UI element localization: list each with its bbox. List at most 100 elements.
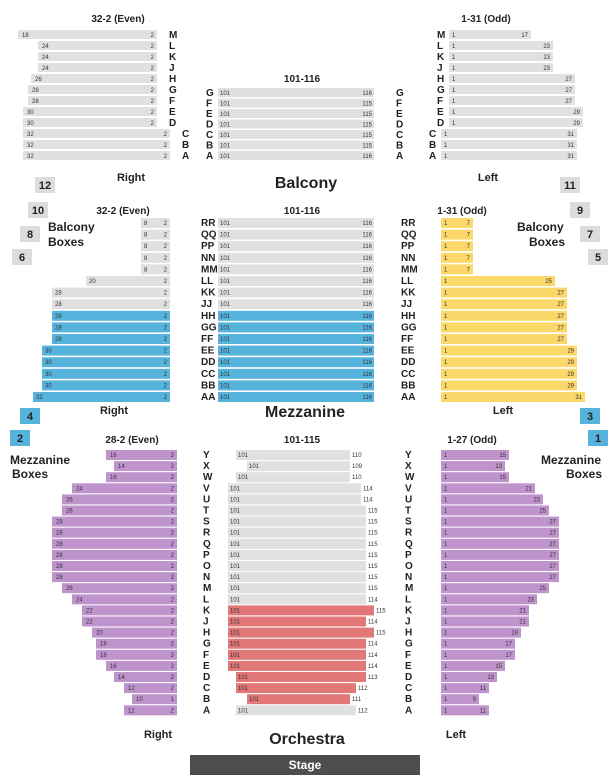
mezz-right-row[interactable] [42, 357, 170, 368]
orch-center-row[interactable] [236, 450, 350, 460]
balcony-left-row[interactable] [441, 151, 577, 160]
box-3[interactable] [580, 408, 600, 424]
balcony-left-row[interactable] [441, 140, 577, 149]
balcony-left-row[interactable] [449, 96, 575, 105]
box-10[interactable] [28, 202, 48, 218]
mezz-center-row[interactable] [218, 276, 374, 286]
mezz-left-row[interactable] [441, 310, 567, 321]
orch-center-row[interactable] [228, 549, 366, 560]
orch-left-row[interactable] [441, 627, 521, 638]
mezz-right-row[interactable] [52, 287, 170, 298]
mezz-left-row[interactable] [441, 368, 577, 379]
orch-left-row[interactable] [441, 472, 509, 483]
box-8[interactable] [20, 226, 40, 242]
balcony-right-row[interactable] [28, 85, 157, 94]
mezz-left-row[interactable] [441, 392, 585, 402]
mezz-center-row[interactable] [218, 345, 374, 356]
orch-left-row[interactable] [441, 672, 497, 682]
orch-center-row[interactable] [228, 505, 366, 516]
mezz-center-row[interactable] [218, 357, 374, 368]
orch-left-row[interactable] [441, 649, 515, 660]
orch-center-row[interactable] [228, 616, 366, 627]
orch-left-row[interactable] [441, 660, 505, 671]
balcony-left-row[interactable] [449, 52, 553, 61]
balcony-right-row[interactable] [23, 107, 157, 116]
box-6[interactable] [12, 249, 32, 265]
orch-center-row[interactable] [228, 561, 366, 571]
orch-right-row[interactable] [92, 627, 177, 638]
mezz-center-row[interactable] [218, 264, 374, 275]
mezz-right-row[interactable] [42, 380, 170, 391]
box-9[interactable] [570, 202, 590, 218]
orch-right-row[interactable] [114, 461, 177, 472]
balcony-left-row[interactable] [449, 85, 575, 94]
orch-center-row[interactable] [228, 483, 361, 494]
mezz-left-row[interactable] [441, 252, 473, 263]
stage[interactable] [190, 755, 420, 775]
mezz-center-row[interactable] [218, 380, 374, 391]
balcony-right-row[interactable] [38, 52, 157, 61]
orch-left-row[interactable] [441, 505, 549, 516]
mezz-left-row[interactable] [441, 322, 567, 333]
orch-left-row[interactable] [441, 461, 505, 472]
orch-left-row[interactable] [441, 638, 515, 649]
balcony-left-row[interactable] [441, 129, 577, 138]
mezz-right-row[interactable] [141, 229, 170, 240]
orch-left-row[interactable] [441, 450, 509, 460]
orch-center-row[interactable] [228, 605, 374, 616]
mezz-right-row[interactable] [141, 241, 170, 252]
orch-right-row[interactable] [114, 672, 177, 682]
orch-right-row[interactable] [62, 583, 177, 594]
mezz-left-row[interactable] [441, 264, 473, 275]
orch-center-row[interactable] [236, 672, 366, 682]
mezz-center-row[interactable] [218, 392, 374, 402]
mezz-center-row[interactable] [218, 252, 374, 263]
mezz-center-row[interactable] [218, 218, 374, 228]
mezz-right-row[interactable] [52, 322, 170, 333]
mezz-right-row[interactable] [42, 368, 170, 379]
orch-left-row[interactable] [441, 705, 489, 716]
orch-left-row[interactable] [441, 494, 543, 505]
balcony-center-row[interactable] [218, 98, 374, 108]
orch-right-row[interactable] [124, 705, 177, 716]
orch-right-row[interactable] [72, 594, 177, 605]
mezz-left-row[interactable] [441, 357, 577, 368]
orch-right-row[interactable] [72, 483, 177, 494]
orch-left-row[interactable] [441, 694, 479, 705]
orch-center-row[interactable] [228, 538, 366, 549]
orch-right-row[interactable] [82, 616, 177, 627]
orch-center-row[interactable] [236, 705, 356, 716]
mezz-center-row[interactable] [218, 334, 374, 344]
balcony-right-row[interactable] [23, 118, 157, 127]
balcony-center-row[interactable] [218, 151, 374, 160]
orch-left-row[interactable] [441, 561, 559, 571]
mezz-left-row[interactable] [441, 345, 577, 356]
balcony-left-row[interactable] [449, 30, 531, 39]
orch-right-row[interactable] [52, 538, 177, 549]
orch-right-row[interactable] [52, 549, 177, 560]
box-7[interactable] [580, 226, 600, 242]
orch-right-row[interactable] [106, 660, 177, 671]
balcony-left-row[interactable] [449, 118, 583, 127]
mezz-center-row[interactable] [218, 299, 374, 310]
orch-right-row[interactable] [132, 694, 177, 705]
orch-center-row[interactable] [236, 683, 356, 694]
balcony-center-row[interactable] [218, 130, 374, 139]
orch-left-row[interactable] [441, 605, 529, 616]
mezz-right-row[interactable] [141, 218, 170, 228]
box-4[interactable] [20, 408, 40, 424]
orch-left-row[interactable] [441, 594, 537, 605]
orch-center-row[interactable] [228, 516, 366, 527]
orch-center-row[interactable] [228, 583, 366, 594]
mezz-left-row[interactable] [441, 334, 567, 344]
orch-center-row[interactable] [228, 527, 366, 538]
box-12[interactable] [35, 177, 55, 193]
mezz-right-row[interactable] [42, 345, 170, 356]
balcony-left-row[interactable] [449, 41, 553, 50]
orch-left-row[interactable] [441, 527, 559, 538]
mezz-center-row[interactable] [218, 368, 374, 379]
box-1[interactable] [588, 430, 608, 446]
balcony-left-row[interactable] [449, 63, 553, 72]
orch-center-row[interactable] [228, 627, 374, 638]
mezz-right-row[interactable] [52, 310, 170, 321]
